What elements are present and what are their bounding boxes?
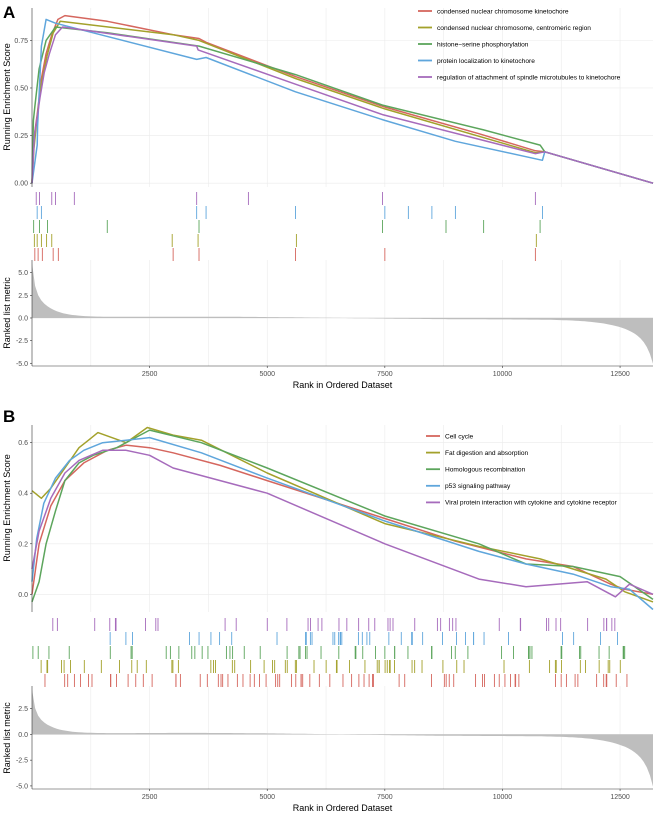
- metric-tick-label: -5.0: [16, 783, 28, 790]
- x-tick-label: 7500: [377, 794, 393, 801]
- es-tick-label: 0.0: [18, 592, 28, 599]
- legend-label: p53 signaling pathway: [445, 483, 511, 490]
- x-tick-label: 12500: [610, 371, 630, 378]
- x-tick-label: 5000: [259, 794, 275, 801]
- metric-tick-label: -5.0: [16, 361, 28, 368]
- es-tick-label: 0.00: [14, 181, 28, 188]
- es-line-3: [31, 429, 654, 603]
- metric-tick-label: 0.0: [18, 315, 28, 322]
- ranked-metric-area: [32, 689, 653, 787]
- es-line-3: [31, 26, 654, 184]
- metric-tick-label: 0.0: [18, 732, 28, 739]
- es-line-2: [31, 20, 654, 184]
- es-lines: [31, 426, 654, 611]
- legend: Cell cycle Fat digestion and absorption Ho…: [426, 433, 618, 507]
- es-tick-label: 0.6: [18, 440, 28, 447]
- metric-tick-label: -2.5: [16, 338, 28, 345]
- x-tick-label: 10000: [493, 371, 513, 378]
- es-tick-label: 0.2: [18, 541, 28, 548]
- es-line-5: [31, 26, 654, 184]
- legend: condensed nuclear chromosome kinetochore…: [418, 8, 621, 81]
- es-axis-title: Running Enrichment Score: [2, 454, 12, 562]
- metric-axis-title: Ranked list metric: [2, 702, 12, 774]
- gene-hit-rug: [32, 618, 628, 687]
- x-tick-label: 7500: [377, 371, 393, 378]
- metric-tick-label: 2.5: [18, 706, 28, 713]
- panel-letter: A: [3, 3, 15, 22]
- metric-axis-title: Ranked list metric: [2, 277, 12, 349]
- x-tick-label: 5000: [259, 371, 275, 378]
- x-axis-title: Rank in Ordered Dataset: [293, 380, 393, 390]
- legend-label: protein localization to kinetochore: [437, 58, 535, 65]
- es-lines: [31, 14, 654, 184]
- legend-label: Viral protein interaction with cytokine …: [445, 500, 618, 507]
- legend-label: regulation of attachment of spindle micr…: [437, 74, 621, 81]
- gene-hit-rug: [33, 192, 543, 261]
- ranked-metric-area: [32, 263, 653, 364]
- metric-tick-label: -2.5: [16, 758, 28, 765]
- metric-tick-label: 5.0: [18, 270, 28, 277]
- legend-label: condensed nuclear chromosome kinetochore: [437, 8, 569, 15]
- es-line-5: [31, 449, 654, 598]
- panel-letter: B: [3, 407, 15, 426]
- es-line-4: [31, 436, 654, 611]
- legend-label: histone−serine phosphorylation: [437, 41, 529, 48]
- legend-label: Homologous recombination: [445, 467, 526, 474]
- legend-label: Fat digestion and absorption: [445, 450, 529, 457]
- es-tick-label: 0.25: [14, 133, 28, 140]
- es-tick-label: 0.50: [14, 85, 28, 92]
- es-tick-label: 0.75: [14, 38, 28, 45]
- x-axis-title: Rank in Ordered Dataset: [293, 803, 393, 813]
- x-tick-label: 10000: [493, 794, 513, 801]
- metric-tick-label: 2.5: [18, 293, 28, 300]
- panel-b: B 0.0 0.2 0.4 0.6 -5.0 -2.5 0.0 2.5 2500 5000 7500 1…: [2, 407, 654, 813]
- grid: [32, 8, 653, 366]
- es-axis-title: Running Enrichment Score: [2, 43, 12, 151]
- x-tick-label: 2500: [142, 794, 158, 801]
- legend-label: Cell cycle: [445, 433, 474, 440]
- es-line-2: [31, 426, 654, 603]
- x-tick-label: 2500: [142, 371, 158, 378]
- panel-a: A 0.00 0.25 0.50 0.75 -5.0 -2.5 0.0 2.5 5.0 2500 50…: [2, 3, 654, 390]
- es-tick-label: 0.4: [18, 491, 28, 498]
- legend-label: condensed nuclear chromosome, centromeri…: [437, 25, 591, 32]
- x-tick-label: 12500: [610, 794, 630, 801]
